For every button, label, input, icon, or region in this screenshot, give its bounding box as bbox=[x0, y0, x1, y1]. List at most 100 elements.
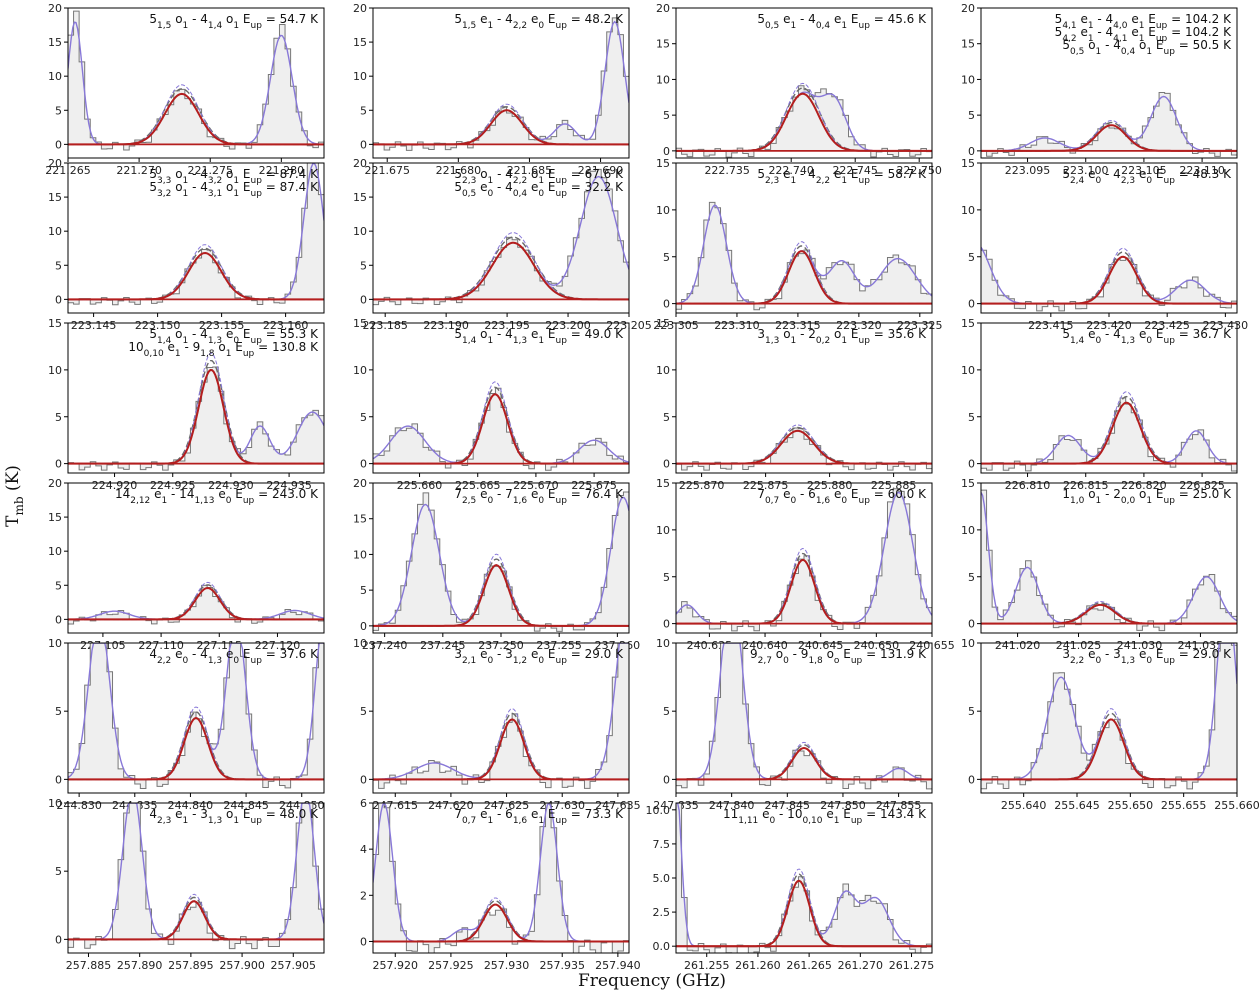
line-model-curve bbox=[68, 586, 324, 621]
transition-label-subscript: 1 bbox=[175, 349, 181, 359]
y-tick-label: 5 bbox=[968, 571, 975, 584]
observed-spectrum-fill bbox=[373, 643, 629, 789]
transition-label-text: = 130.8 K bbox=[254, 340, 319, 354]
spectrum-panel-7: 223.305 223.310 223.315 223.320 223.32505101… bbox=[653, 157, 942, 332]
transition-label-subscript: up bbox=[250, 176, 262, 186]
y-tick-label: 0 bbox=[968, 145, 975, 158]
transition-label-text: e bbox=[1128, 25, 1139, 39]
y-tick-label: 5 bbox=[663, 571, 670, 584]
plot-area bbox=[373, 491, 629, 632]
x-tick-label: 257.900 bbox=[219, 959, 265, 972]
line-model-curve bbox=[373, 564, 629, 627]
transition-label-text: - 4 bbox=[1101, 167, 1121, 181]
transition-label-text: E bbox=[231, 340, 242, 354]
transition-label-subscript: 0,4 bbox=[1121, 47, 1136, 57]
transition-label-text: - 3 bbox=[493, 647, 513, 661]
x-tick-label: 247.850 bbox=[820, 799, 866, 812]
transition-label-text: e bbox=[1135, 167, 1146, 181]
transition-label-text: = 143.4 K bbox=[862, 807, 927, 821]
transition-label-text: 5 bbox=[454, 12, 462, 26]
x-tick-label: 240.640 bbox=[742, 639, 788, 652]
transition-label-text: - 4 bbox=[1101, 38, 1121, 52]
transition-label-text: o bbox=[772, 647, 783, 661]
y-tick-label: 10.0 bbox=[646, 804, 671, 817]
transition-label-subscript: 2,3 bbox=[157, 816, 171, 826]
transition-label-subscript: up bbox=[1163, 336, 1175, 346]
x-tick-label: 227.120 bbox=[255, 639, 301, 652]
transition-label-text: 3 bbox=[1062, 647, 1070, 661]
transition-label-subscript: up bbox=[851, 656, 863, 666]
x-tick-label: 224.925 bbox=[150, 479, 196, 492]
plot-area bbox=[373, 17, 629, 151]
transition-label-subscript: up bbox=[555, 176, 567, 186]
x-tick-label: 241.035 bbox=[1178, 639, 1224, 652]
x-tick-label: 222.745 bbox=[832, 164, 878, 177]
y-tick-label: 0.0 bbox=[653, 940, 671, 953]
transition-label-subscript: 2,2 bbox=[157, 656, 171, 666]
transition-label-subscript: 0 bbox=[1095, 176, 1101, 186]
y-tick-label: 0 bbox=[663, 618, 670, 631]
transition-label-text: 1 bbox=[1062, 487, 1070, 501]
transition-label-text: E bbox=[231, 487, 242, 501]
transition-label-text: = 48.0 K bbox=[262, 807, 319, 821]
transition-label-text: = 29.0 K bbox=[567, 647, 624, 661]
transition-label-text: - 4 bbox=[493, 327, 513, 341]
transition-label-subscript: o bbox=[834, 656, 840, 666]
transition-label-text: E bbox=[544, 487, 555, 501]
y-tick-label: 10 bbox=[656, 364, 670, 377]
spectrum-panel-23: 261.255 261.260 261.265 261.270 261.275 0.0 2.… bbox=[646, 802, 934, 972]
y-tick-label: 5 bbox=[663, 705, 670, 718]
x-tick-label: 261.260 bbox=[735, 959, 781, 972]
observed-spectrum-fill bbox=[68, 803, 324, 949]
y-tick-label: 15 bbox=[48, 36, 62, 49]
spectrum-panel-1: 221.265 221.270 221.275 221.2800510152051,5… bbox=[45, 2, 325, 177]
transition-label-subscript: 2,2 bbox=[513, 176, 527, 186]
transition-label-text: 5 bbox=[149, 12, 157, 26]
transition-label-subscript: up bbox=[1156, 34, 1168, 44]
observed-spectrum-fill bbox=[676, 202, 932, 310]
transition-label-text: - 4 bbox=[1094, 25, 1114, 39]
x-tick-label: 257.935 bbox=[539, 959, 585, 972]
spectrum-panel-11: 225.870 225.875 225.880 225.885 0 5 10 15 31,3 o… bbox=[656, 317, 933, 492]
observed-spectrum-line bbox=[981, 643, 1237, 790]
plot-area bbox=[676, 201, 932, 311]
spectrum-panel-21: 257.885 257.890 257.895 257.900 257.905 0 5 10 4… bbox=[48, 797, 325, 972]
x-tick-label: 223.155 bbox=[199, 319, 245, 332]
transition-label-text: 5 bbox=[149, 327, 157, 341]
transition-label: 42,2 e0 - 41,3 e0 Eup = 37.6 K bbox=[149, 647, 319, 666]
transition-label-text: o bbox=[222, 180, 233, 194]
transition-label-text: e bbox=[150, 487, 161, 501]
y-tick-label: 15 bbox=[961, 157, 975, 170]
transition-label: 42,3 e1 - 31,3 o1 Eup = 48.0 K bbox=[149, 807, 319, 826]
panel-frame bbox=[67, 162, 325, 314]
y-tick-label: 0 bbox=[663, 773, 670, 786]
plot-area bbox=[68, 803, 324, 950]
x-tick-label: 221.685 bbox=[507, 164, 553, 177]
transition-label-subscript: 1,3 bbox=[208, 656, 222, 666]
transition-label-text: e bbox=[779, 167, 790, 181]
plot-area bbox=[981, 643, 1237, 790]
transition-label-text: - 4 bbox=[493, 180, 513, 194]
y-tick-label: 10 bbox=[656, 204, 670, 217]
x-tick-label: 237.255 bbox=[536, 639, 582, 652]
y-tick-label: 0 bbox=[55, 613, 62, 626]
transition-label-text: - 9 bbox=[181, 340, 201, 354]
y-tick-label: 20 bbox=[48, 2, 62, 15]
transition-label-text: - 6 bbox=[493, 807, 513, 821]
y-tick-label: 0 bbox=[663, 458, 670, 471]
transition-label-subscript: up bbox=[858, 336, 870, 346]
y-tick-label: 15 bbox=[48, 191, 62, 204]
transition-label-subscript: 1 bbox=[183, 176, 189, 186]
x-tick-label: 223.320 bbox=[836, 319, 882, 332]
transition-label-subscript: up bbox=[250, 21, 262, 31]
x-tick-label: 241.025 bbox=[1056, 639, 1102, 652]
observed-spectrum-fill bbox=[676, 428, 932, 471]
transition-label-subscript: 0,10 bbox=[802, 816, 822, 826]
transition-label-subscript: up bbox=[858, 176, 870, 186]
transition-label: 54,2 e1 - 44,1 e1 Eup = 104.2 K bbox=[1055, 25, 1232, 44]
transition-label-text: E bbox=[1152, 487, 1163, 501]
transition-label-subscript: 0 bbox=[538, 189, 544, 199]
y-tick-label: 0 bbox=[360, 293, 367, 306]
y-tick-label: 5 bbox=[55, 705, 62, 718]
panel-frame bbox=[372, 642, 630, 794]
